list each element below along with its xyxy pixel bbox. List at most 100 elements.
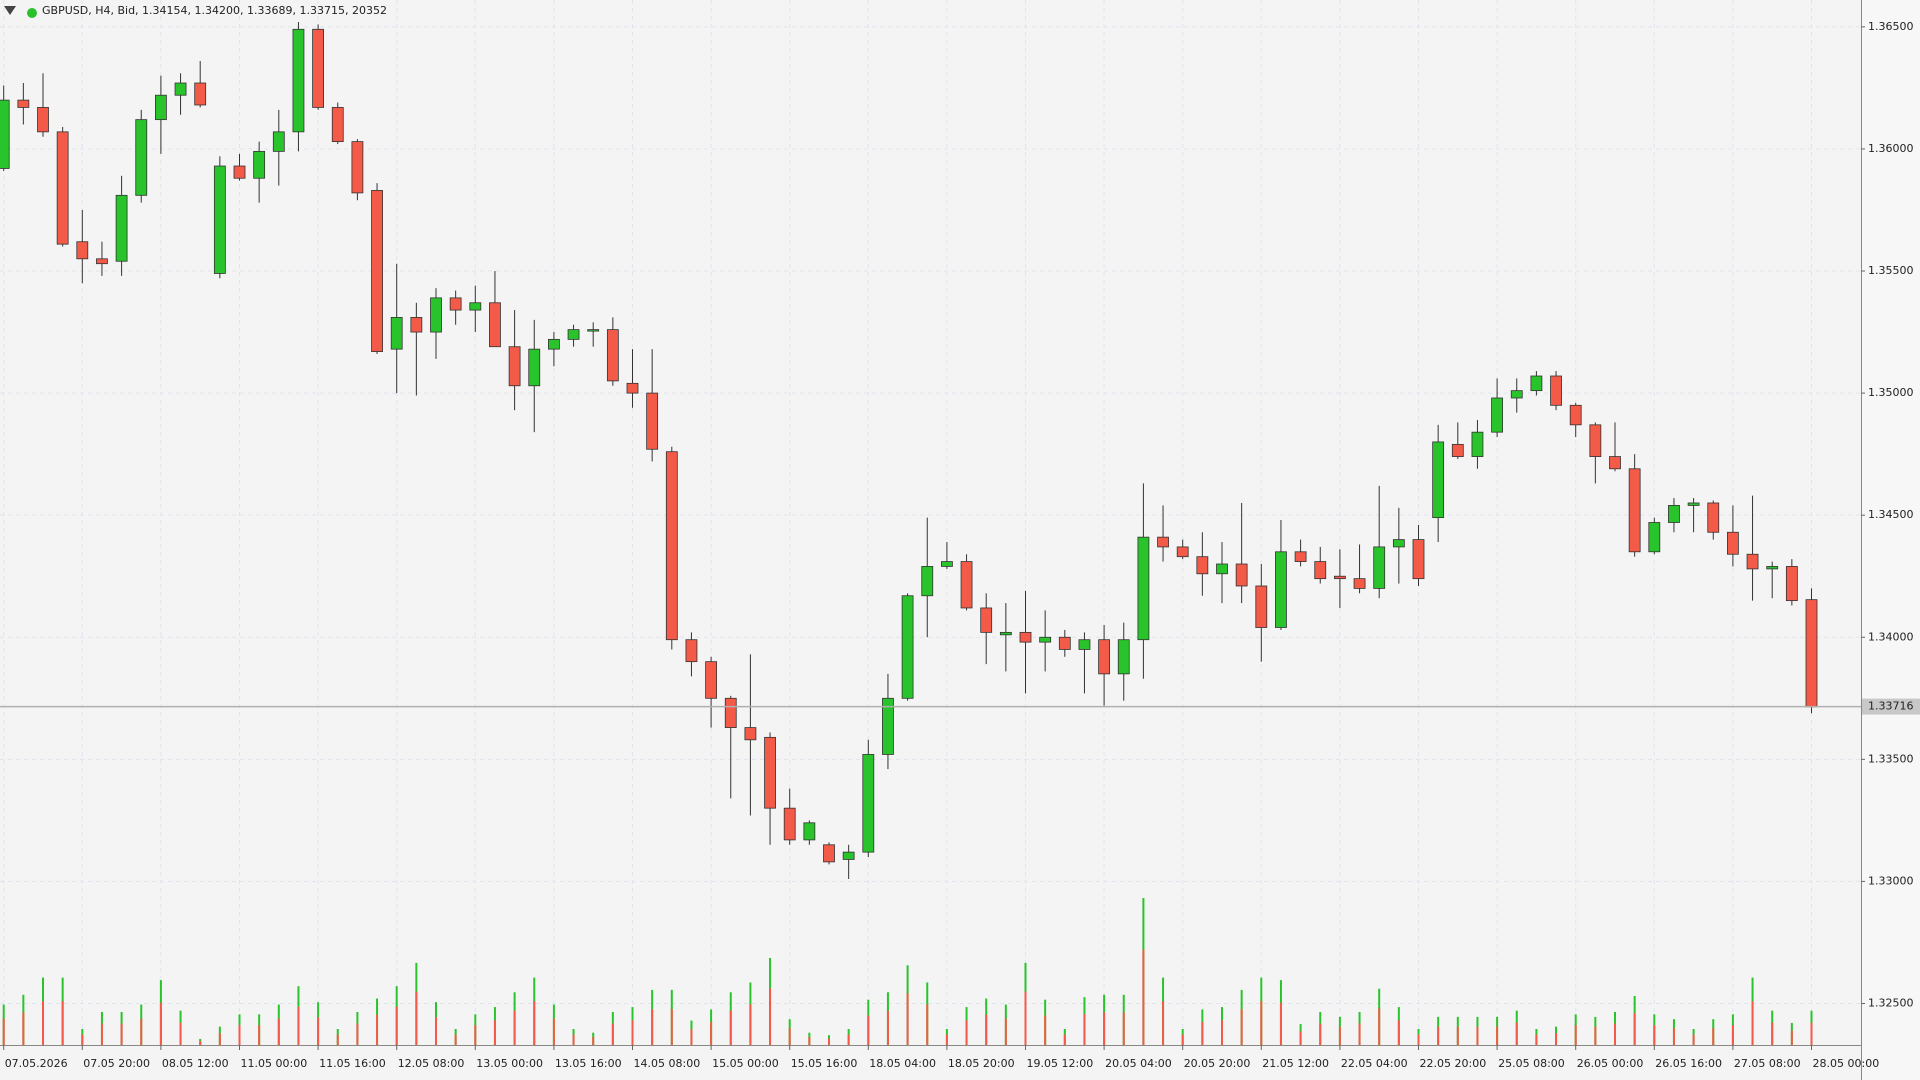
candle-body [626,382,639,394]
candle-body [371,190,383,352]
candle-body [0,99,10,169]
candle-body [96,258,108,265]
x-tick-label: 20.05 20:00 [1184,1057,1251,1070]
x-tick-label: 13.05 00:00 [476,1057,543,1070]
candle-body [17,99,30,108]
candle-body [764,736,776,809]
status-icon [27,8,37,18]
candle-body [842,851,855,860]
candle-body [1196,556,1209,575]
candle-body [1510,390,1523,399]
candle-body [1550,375,1562,406]
candle-body [410,317,423,333]
candle-body [724,697,737,728]
candle-body [980,607,993,633]
candle-body [213,165,226,274]
x-tick-label: 13.05 16:00 [555,1057,622,1070]
marks [0,21,1861,1045]
candle-body [1157,536,1169,548]
candle-body [508,346,521,387]
candle-body [76,241,89,260]
x-tick-label: 19.05 12:00 [1027,1057,1094,1070]
x-tick-label: 15.05 16:00 [791,1057,858,1070]
x-tick-label: 26.05 16:00 [1655,1057,1722,1070]
candle-body [1058,636,1071,650]
candle-body [921,566,934,597]
menu-triangle-icon[interactable] [4,6,16,15]
y-tick-label: 1.33500 [1868,752,1914,765]
candle-body [233,165,246,179]
candle-body [312,28,325,108]
candle-body [1235,563,1248,587]
candle-body [292,28,305,133]
candle-body [646,392,659,450]
x-tick-label: 25.05 08:00 [1498,1057,1565,1070]
candle-body [1530,375,1543,392]
candle-body [331,107,344,143]
candle-body [1687,502,1700,506]
candle-body [1707,502,1720,533]
candle-body [56,131,69,245]
candle-body [1019,631,1032,643]
price-axis-area [1861,0,1920,1080]
candle-body [1805,599,1818,708]
candle-body [823,844,835,863]
y-tick-label: 1.35500 [1868,264,1914,277]
y-tick-label: 1.34500 [1868,508,1914,521]
x-tick-label: 28.05 00:00 [1813,1057,1880,1070]
candle-body [705,661,717,699]
candle-body [1294,551,1307,562]
candle-body [685,639,698,663]
candle-body [1766,566,1779,570]
candle-body [1078,639,1091,650]
candle-body [1628,468,1641,553]
candle-body [1412,539,1425,580]
candle-body [1471,431,1484,457]
candle-body [567,329,580,340]
x-tick-label: 27.05 08:00 [1734,1057,1801,1070]
candle-body [253,150,266,179]
candle-body [1648,522,1661,553]
candle-body [351,141,364,194]
candle-body [1451,443,1464,457]
y-tick-label: 1.33000 [1868,874,1914,887]
candle-body [1176,546,1189,558]
candle-body [1589,424,1602,457]
y-tick-label: 1.36500 [1868,20,1914,33]
labels: 1.32500 1.33000 1.33500 1.34000 1.34500 1.350… [5,20,1920,1070]
candle-body [882,697,894,755]
candle-body [135,119,148,196]
candle-body [1569,404,1582,426]
x-tick-label: 11.05 16:00 [319,1057,386,1070]
candle-body [272,131,285,152]
x-tick-label: 15.05 00:00 [712,1057,779,1070]
candle-body [1314,561,1327,580]
current-price-label: 1.33716 [1868,700,1914,713]
y-tick-label: 1.36000 [1868,142,1914,155]
candle-body [606,329,619,382]
candle-body [390,317,403,350]
current-price-box [1862,698,1920,715]
x-tick-label: 07.05.2026 [5,1057,68,1070]
candle-body [489,302,501,348]
candle-body [154,94,167,121]
candle-body [1255,585,1268,628]
candle-body [1334,575,1346,580]
y-tick-label: 1.35000 [1868,386,1914,399]
candle-body [1609,456,1621,470]
x-tick-label: 14.05 08:00 [634,1057,701,1070]
candle-body [430,297,442,333]
candle-body [1668,505,1680,523]
candle-body [960,561,973,609]
x-tick-label: 11.05 00:00 [241,1057,308,1070]
x-tick-label: 18.05 20:00 [948,1057,1015,1070]
x-tick-label: 21.05 12:00 [1262,1057,1329,1070]
candle-body [1746,553,1759,570]
candle-body [665,451,678,641]
y-tick-label: 1.34000 [1868,630,1914,643]
candle-body [1785,566,1798,602]
plot-area [0,0,1861,1045]
x-tick-label: 08.05 12:00 [162,1057,229,1070]
x-tick-label: 18.05 04:00 [869,1057,936,1070]
